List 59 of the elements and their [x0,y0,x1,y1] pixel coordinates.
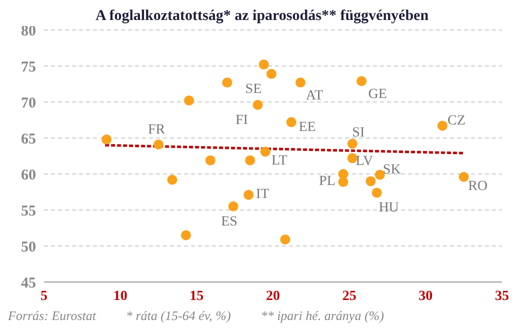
annotation: PL [319,174,336,189]
point [295,78,306,88]
y-tick-label: 70 [21,95,36,112]
y-tick-label: 65 [21,131,36,148]
x-tick-label: 35 [495,288,509,304]
annotation: EE [298,120,316,136]
point [180,230,191,240]
annotation: SK [382,162,401,178]
annotation: LT [271,154,288,169]
point [356,76,367,86]
point [228,201,238,212]
y-tick-label: 75 [21,59,36,76]
annotation: IT [256,186,270,202]
x-tick-label: 30 [418,288,433,304]
point [184,96,194,106]
point [374,170,385,180]
point [154,139,164,150]
annotation: AT [306,88,324,104]
point [280,234,290,245]
annotation: ES [221,214,238,230]
annotation: CZ [448,114,466,129]
text: * ráta (15-64 év, %) [126,308,231,324]
annotation: SE [245,82,262,97]
x-tick-label: 10 [113,288,128,304]
point [286,117,296,128]
point [260,146,270,157]
point [245,155,256,166]
point [372,188,382,198]
x-tick-label: 15 [190,288,204,304]
point [338,176,348,187]
y-tick-label: 45 [21,275,36,292]
point [458,172,469,182]
annotation: LV [356,154,374,170]
point [366,176,376,186]
point [347,138,358,149]
annotation: GE [368,87,387,102]
y-tick-label: 50 [21,239,36,256]
point [222,78,232,88]
y-tick-label: 60 [21,167,36,184]
annotation: RO [468,178,488,194]
annotation: SI [352,126,365,141]
x-tick-label: 5 [40,288,48,304]
point [167,174,178,185]
point [205,155,216,166]
point [437,120,448,131]
text: Forrás: Eurostat [8,308,96,324]
x-tick-label: 25 [342,288,356,304]
text: ** ipari hé. aránya (%) [260,308,384,324]
annotation: HU [378,200,399,216]
x-tick-label: 20 [266,288,280,304]
point [266,68,276,79]
y-tick-label: 55 [21,203,36,220]
annotation: FI [236,112,248,128]
point [244,190,254,200]
chart-title: A foglalkoztatottság* az iparosodás** függvényében [95,8,429,24]
annotation: FR [148,122,166,138]
point [252,100,263,110]
point [102,134,112,144]
point [258,60,269,70]
